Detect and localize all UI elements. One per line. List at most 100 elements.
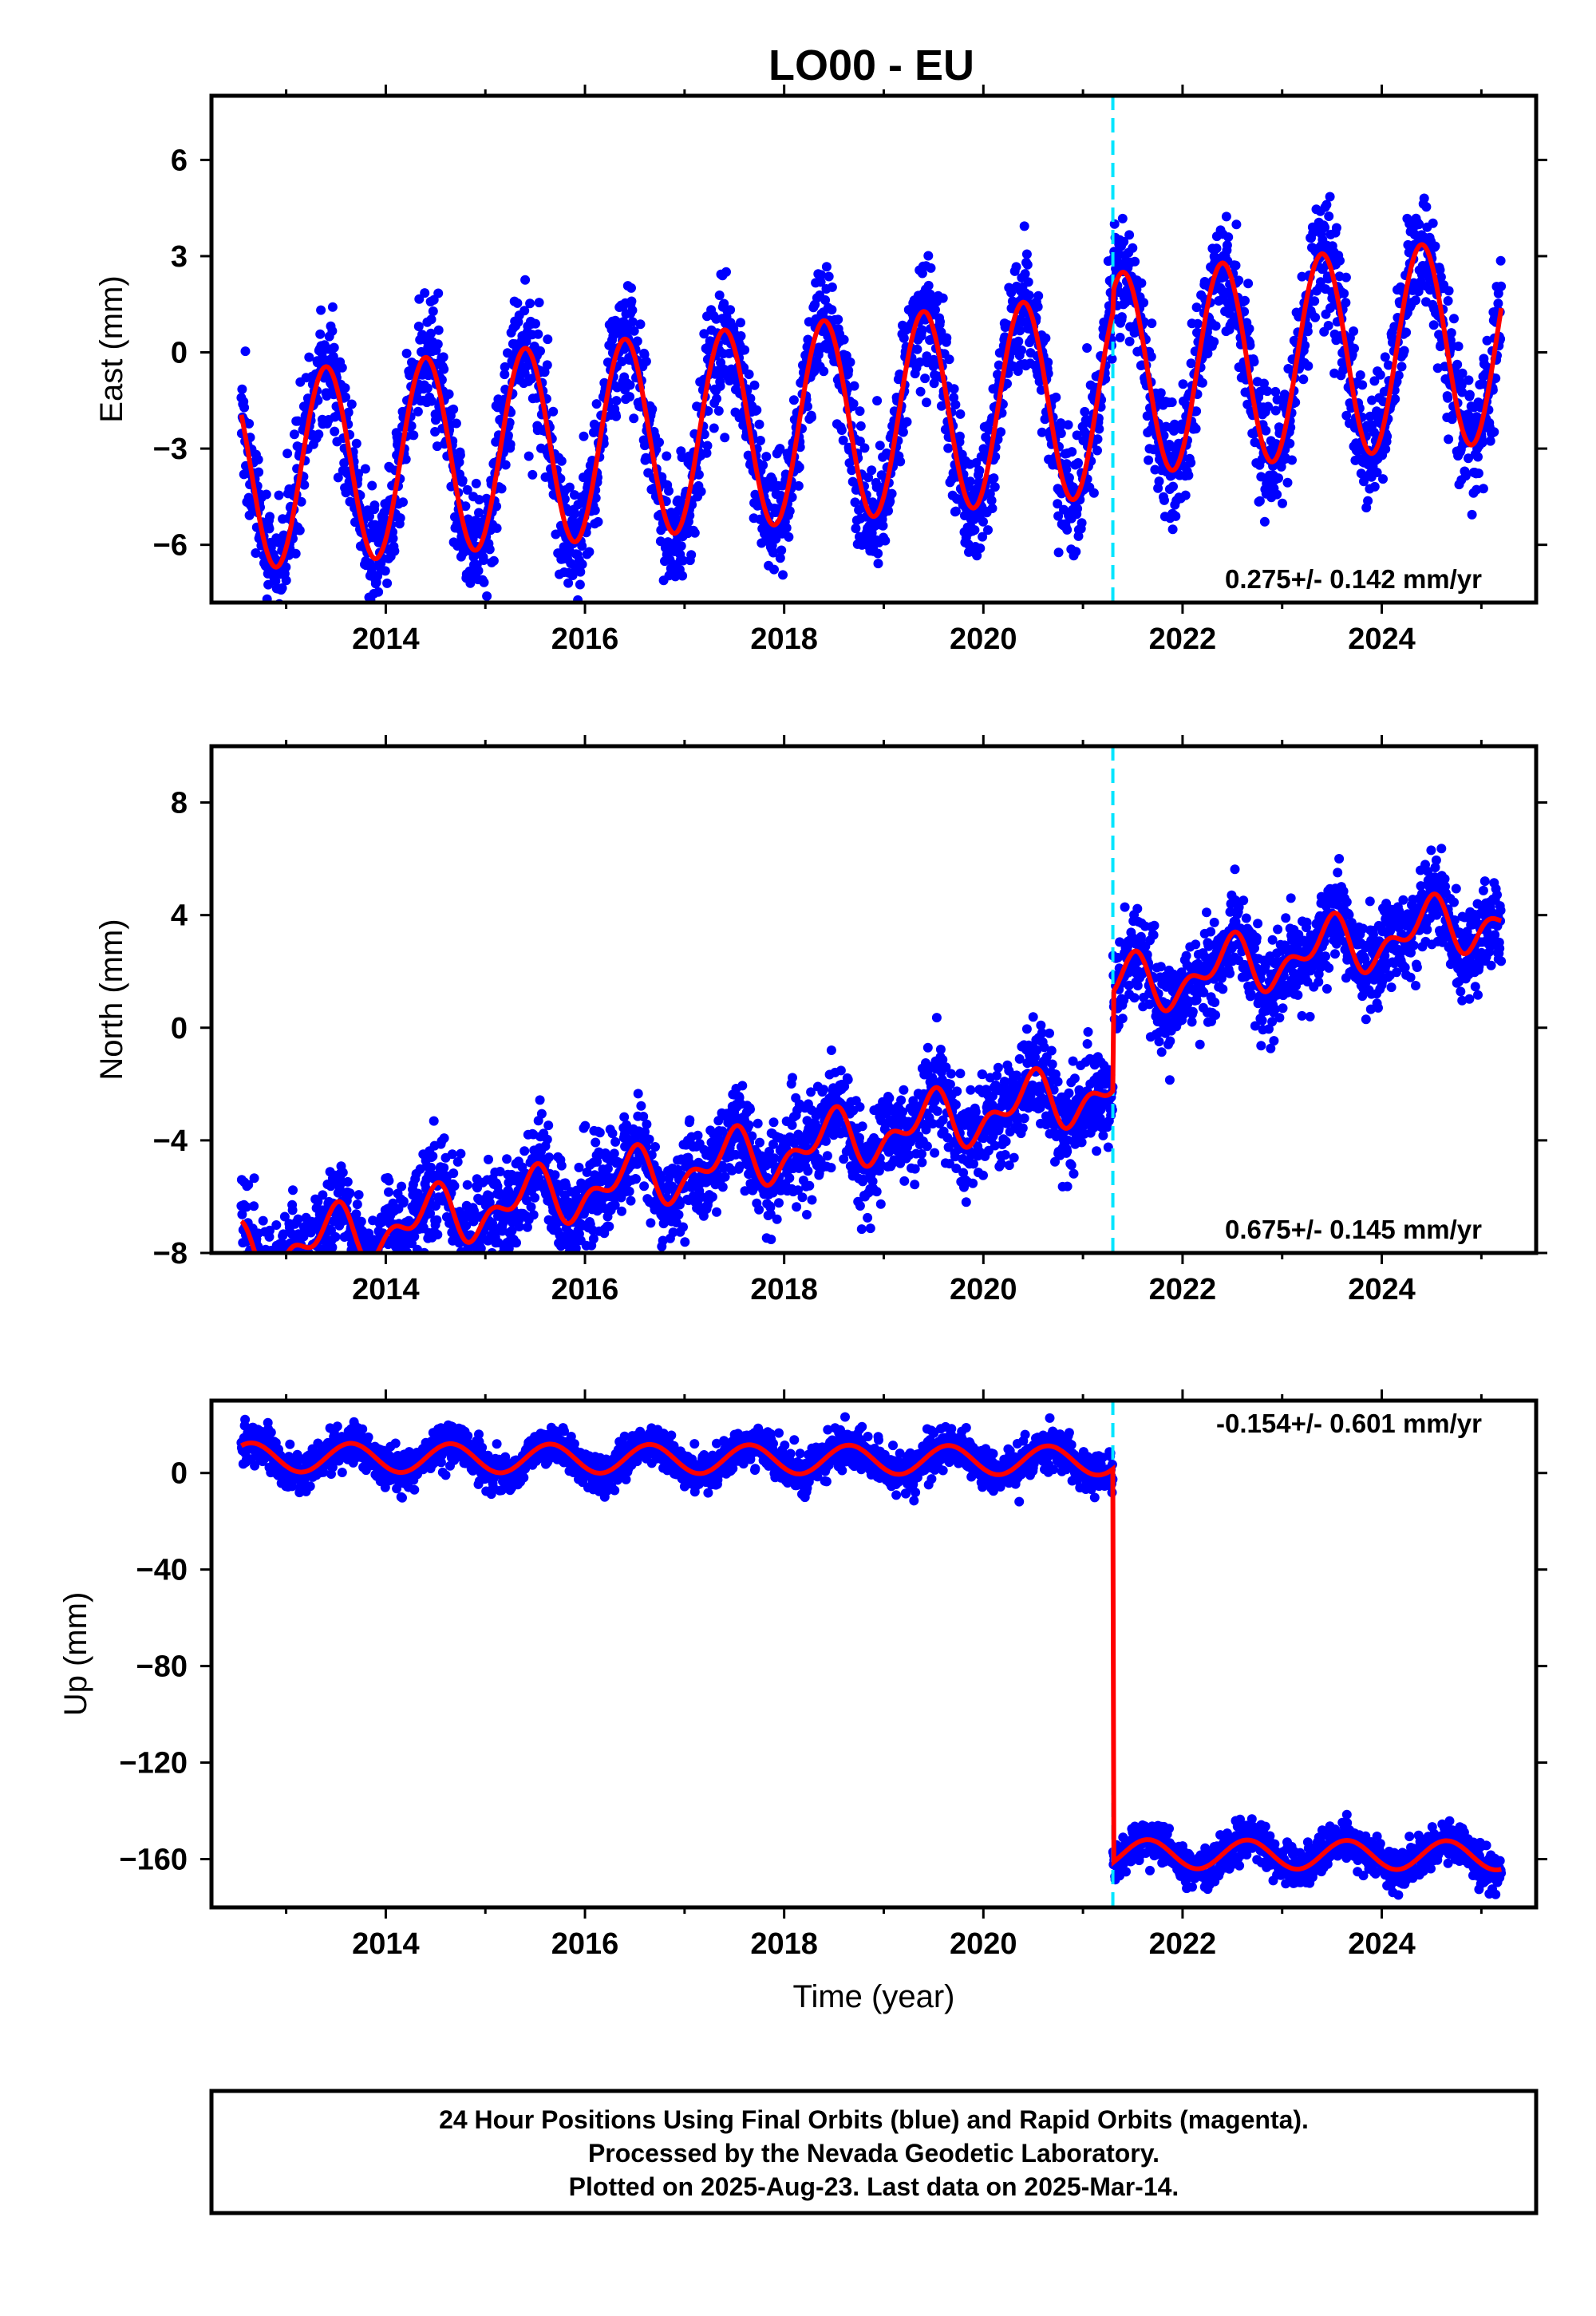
data-point [1375, 370, 1385, 380]
data-point [1197, 377, 1207, 388]
data-point [439, 364, 449, 374]
data-point [1139, 298, 1149, 308]
data-point [1390, 394, 1400, 404]
east-model-line [239, 242, 1504, 570]
data-point [654, 437, 664, 448]
data-point [413, 322, 424, 331]
data-point [1331, 223, 1341, 233]
data-point [752, 405, 762, 415]
y-tick-label: 0 [171, 337, 188, 370]
data-point [1457, 387, 1468, 397]
data-point [500, 362, 510, 372]
data-point [887, 488, 897, 499]
data-point [922, 397, 931, 408]
data-point [1444, 286, 1454, 296]
data-point [338, 1168, 348, 1178]
data-point [664, 486, 674, 496]
data-point [761, 452, 772, 462]
data-point [253, 1281, 263, 1290]
data-point [1144, 455, 1154, 465]
data-point [1270, 405, 1281, 416]
data-point [444, 389, 454, 399]
data-point [1341, 298, 1351, 308]
data-point [575, 567, 586, 577]
data-point [351, 1209, 361, 1219]
data-point [1156, 388, 1166, 398]
data-point [296, 1263, 306, 1272]
data-point [1107, 354, 1117, 364]
data-point [479, 555, 488, 565]
data-point [559, 494, 570, 504]
data-point [535, 1095, 545, 1105]
data-point [279, 1211, 290, 1222]
data-point [607, 1128, 618, 1139]
data-point [1094, 424, 1104, 434]
data-point [1491, 373, 1501, 383]
data-point [1119, 236, 1129, 247]
data-point [397, 1181, 407, 1192]
data-point [1369, 481, 1380, 492]
data-point [1254, 496, 1265, 506]
data-point [547, 1257, 556, 1267]
data-point [279, 1285, 288, 1294]
data-point [268, 1290, 278, 1299]
data-point [1117, 213, 1128, 223]
data-point [542, 1134, 552, 1144]
data-point [591, 493, 601, 503]
data-point [345, 1262, 354, 1271]
data-point [996, 427, 1006, 437]
data-point [432, 1215, 442, 1225]
data-point [820, 295, 831, 305]
data-point [674, 1210, 684, 1220]
data-point [257, 1281, 267, 1290]
data-point [915, 357, 925, 367]
data-point [1443, 296, 1453, 306]
data-point [736, 331, 746, 341]
data-point [1457, 368, 1468, 378]
data-point [1180, 490, 1191, 500]
data-point [284, 1271, 294, 1280]
data-point [926, 263, 936, 273]
data-point [1011, 262, 1021, 272]
data-point [1349, 326, 1359, 336]
data-point [469, 1206, 479, 1216]
data-point [262, 594, 272, 603]
data-point [944, 354, 954, 365]
data-point [1464, 453, 1473, 464]
data-point [311, 1255, 321, 1265]
data-point [263, 1273, 272, 1282]
data-point [426, 328, 436, 338]
data-point [305, 1276, 314, 1286]
data-point [593, 516, 603, 527]
data-point [384, 1187, 393, 1197]
data-point [1381, 444, 1391, 454]
data-point [611, 396, 622, 406]
data-point [267, 1291, 276, 1301]
data-point [326, 1181, 336, 1192]
data-point [836, 425, 847, 435]
data-point [929, 378, 939, 389]
y-tick-label: −6 [153, 529, 188, 563]
data-point [699, 429, 709, 440]
data-point [794, 462, 804, 472]
data-point [1063, 420, 1073, 430]
data-point [784, 532, 794, 542]
data-point [699, 329, 709, 339]
data-point [1367, 420, 1377, 430]
data-point [1249, 357, 1259, 367]
data-point [1261, 425, 1271, 436]
data-point [873, 548, 883, 559]
data-point [816, 270, 826, 280]
data-point [299, 480, 310, 490]
data-point [775, 553, 785, 563]
data-point [355, 1258, 365, 1267]
data-point [1443, 393, 1453, 403]
data-point [772, 1214, 782, 1224]
data-point [341, 392, 350, 402]
data-point [290, 548, 301, 559]
data-point [428, 306, 438, 316]
data-point [473, 566, 484, 576]
data-point [296, 496, 306, 507]
data-point [1372, 468, 1382, 477]
data-point [468, 1263, 478, 1273]
